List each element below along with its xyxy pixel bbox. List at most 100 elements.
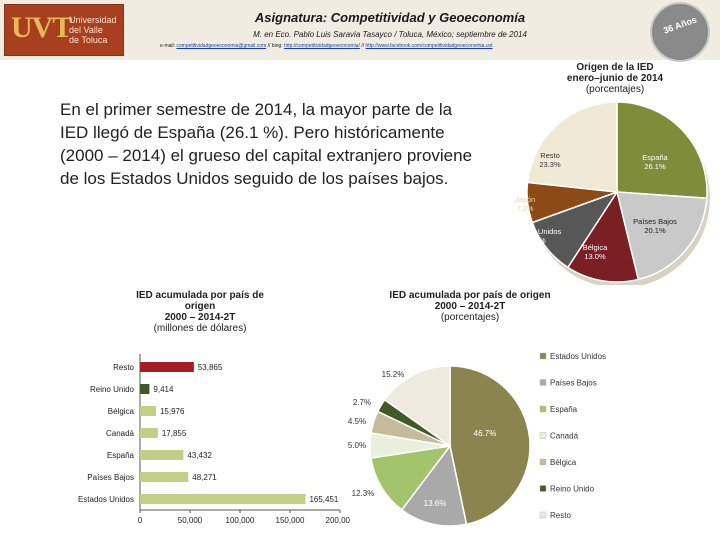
pie2-slice-resto — [383, 365, 451, 448]
bar-resto — [140, 362, 194, 372]
bar-value-label: 48,271 — [192, 473, 217, 482]
bar-title: IED acumulada por país de origen 2000 – … — [130, 290, 270, 334]
slide-header: UVT Universidad del Valle de Toluca Asig… — [0, 0, 720, 62]
bar-value-label: 43,432 — [187, 451, 212, 460]
bar-value-label: 53,865 — [198, 363, 223, 372]
pie2-value-paises-bajos: 13.6% — [424, 499, 447, 508]
bar-espana — [140, 450, 184, 460]
pie2-legend-swatch — [539, 485, 547, 492]
pie1-slice-espana — [616, 101, 708, 200]
pie1-label-espana: España — [642, 153, 668, 162]
pie1-value-belgica: 13.0% — [584, 252, 606, 261]
pie1-label-estados-unidos: Estados Unidos — [509, 227, 562, 236]
pie1-slice-resto — [526, 101, 618, 193]
bar-x-tick-label: 150,000 — [276, 516, 305, 525]
pie2-title-text: IED acumulada por país de origen — [389, 290, 551, 301]
pie2-legend-swatch — [539, 432, 547, 439]
pie2-slice-paises-bajos — [400, 444, 468, 527]
pie2-value-belgica: 4.5% — [348, 417, 366, 426]
pie2-legend-label: España — [550, 405, 578, 414]
pie1-value-espana: 26.1% — [644, 162, 666, 171]
pie2-legend-swatch — [539, 352, 547, 360]
link-separator: // — [361, 43, 365, 49]
pie1-unit: (porcentajes) — [585, 84, 645, 95]
pie2-legend-label: Reino Unido — [550, 485, 595, 494]
pie2-value-resto: 15.2% — [382, 370, 405, 379]
logo-mark: UVT — [11, 11, 72, 44]
bar-unit: (millones de dólares) — [153, 323, 247, 334]
logo-text-line: de Toluca — [69, 35, 108, 45]
logo-text-line: Universidad — [69, 15, 117, 25]
course-title: Asignatura: Competitividad y Geoeconomía — [254, 10, 526, 25]
bar-value-label: 15,976 — [160, 407, 185, 416]
pie1-value-resto: 23.3% — [539, 160, 561, 169]
bar-value-label: 17,855 — [162, 429, 187, 438]
blog-label: // blog: — [267, 43, 283, 49]
bar-belgica — [140, 406, 156, 416]
bar-estados-unidos — [140, 494, 306, 504]
pie2-subtitle: 2000 – 2014-2T — [434, 301, 506, 312]
bar-category-label: Reino Unido — [90, 385, 135, 394]
seal-text: 36 Años — [661, 14, 699, 36]
bar-category-label: Canadá — [106, 429, 135, 438]
email-label: e-mail: — [160, 43, 176, 49]
pie1-slice-paises-bajos — [616, 191, 708, 281]
bar-category-label: Resto — [113, 363, 134, 372]
pie1-title-text: Origen de la IED — [576, 62, 654, 73]
blog-link[interactable]: http://competitividadgeoeconomia/ — [284, 43, 360, 49]
bar-category-label: España — [107, 451, 135, 460]
bar-paises-bajos — [140, 472, 189, 482]
pie1-title: Origen de la IED enero–junio de 2014 (po… — [540, 62, 690, 95]
bar-value-label: 9,414 — [153, 385, 174, 394]
pie1-label-japon: Japón — [515, 195, 535, 204]
body-paragraph: En el primer semestre de 2014, la mayor … — [60, 100, 473, 188]
bar-chart-accumulated: Resto 53,865 Reino Unido 9,414 Bélgica 15,976… — [78, 354, 350, 525]
pie1-value-paises-bajos: 20.1% — [644, 226, 666, 235]
pie1-value-japon: 7.2% — [516, 204, 533, 213]
university-logo: UVT Universidad del Valle de Toluca — [4, 4, 124, 56]
bar-value-label: 165,451 — [309, 495, 338, 504]
bar-reino-unido — [140, 384, 150, 394]
pie1-subtitle: enero–junio de 2014 — [566, 73, 664, 84]
pie2-legend-swatch — [539, 458, 547, 466]
pie1-value-estados-unidos: 10.3% — [524, 236, 546, 245]
pie1-label-paises-bajos: Países Bajos — [633, 217, 677, 226]
pie2-legend-label: Estados Unidos — [550, 352, 606, 361]
bar-x-tick-label: 50,000 — [178, 516, 203, 525]
bar-category-label: Estados Unidos — [78, 495, 134, 504]
anniversary-seal: 36 Años — [650, 2, 710, 62]
pie2-legend-label: Países Bajos — [550, 379, 597, 388]
bar-x-tick-label: 100,000 — [226, 516, 255, 525]
logo-text-line: del Valle — [69, 25, 103, 35]
pie2-unit: (porcentajes) — [440, 312, 500, 323]
pie1-slice-belgica — [566, 190, 640, 283]
pie2-legend-swatch — [539, 379, 547, 386]
pie2-slice-espana — [370, 444, 452, 511]
pie1-label-belgica: Bélgica — [583, 243, 608, 252]
pie2-value-reino-unido: 2.7% — [353, 398, 371, 407]
pie-chart-accumulated: 46.7% 13.6% 12.3% 5.0% 4.5% 2.7% 15.2% Estados … — [348, 352, 606, 527]
bar-title-text: IED acumulada por país de origen — [136, 290, 264, 312]
contact-links: e-mail: competitividadgeoeconomia@gmail.… — [160, 43, 660, 49]
course-subtitle: M. en Eco. Pablo Luis Saravia Tasayco / … — [253, 30, 527, 39]
pie2-legend-label: Resto — [550, 511, 571, 520]
bar-category-label: Bélgica — [108, 407, 135, 416]
bar-category-label: Países Bajos — [87, 473, 134, 482]
pie2-legend-swatch — [539, 405, 547, 413]
pie2-value-espana: 12.3% — [352, 489, 375, 498]
facebook-link[interactable]: http://www.facebook.com/competitividadge… — [365, 43, 493, 49]
pie1-label-resto: Resto — [540, 151, 560, 160]
pie2-value-estados-unidos: 46.7% — [474, 429, 497, 438]
bar-x-tick-label: 200,000 — [326, 516, 350, 525]
pie2-value-canada: 5.0% — [348, 441, 366, 450]
bar-subtitle: 2000 – 2014-2T — [164, 312, 236, 323]
pie2-legend-label: Canadá — [550, 432, 579, 441]
email-link[interactable]: competitividadgeoeconomia@gmail.com — [176, 43, 267, 49]
pie2-legend-swatch — [539, 511, 547, 519]
pie2-title: IED acumulada por país de origen 2000 – … — [380, 290, 560, 323]
pie2-legend-label: Bélgica — [550, 458, 577, 467]
logo-text: Universidad del Valle de Toluca — [69, 15, 117, 45]
bar-x-tick-label: 0 — [138, 516, 143, 525]
pie2-slice-estados-unidos — [449, 365, 531, 526]
